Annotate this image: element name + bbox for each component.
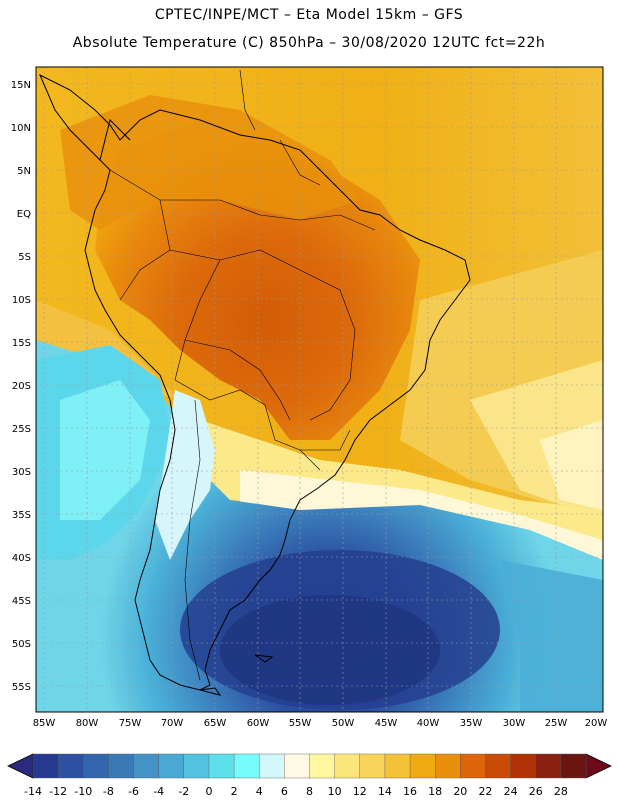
lon-label: 25W (545, 718, 568, 729)
colorbar-label: 14 (378, 785, 392, 798)
colorbar-cell (183, 753, 210, 779)
lat-label: 55S (12, 682, 31, 693)
lat-label: 25S (12, 424, 31, 435)
colorbar-label: 0 (205, 785, 212, 798)
colorbar-cell (309, 753, 336, 779)
lon-label: 55W (289, 718, 312, 729)
country-borders (109, 69, 376, 681)
lon-label: 70W (161, 718, 184, 729)
colorbar-label: -6 (128, 785, 139, 798)
colorbar-label: 8 (306, 785, 313, 798)
colorbar-label: 4 (256, 785, 263, 798)
lon-label: 75W (119, 718, 142, 729)
colorbar-cell (535, 753, 562, 779)
colorbar-cell (359, 753, 386, 779)
colorbar-label: 22 (478, 785, 492, 798)
colorbar-cell (384, 753, 411, 779)
lat-label: 40S (12, 553, 31, 564)
plot-frame (35, 66, 604, 713)
lat-label: 10N (11, 123, 31, 134)
colorbar-cell (133, 753, 160, 779)
lat-label: 30S (12, 467, 31, 478)
colorbar-over-arrow (585, 753, 612, 779)
lat-label: 50S (12, 639, 31, 650)
colorbar-label: -2 (178, 785, 189, 798)
colorbar-label: -10 (74, 785, 92, 798)
colorbar-cell (434, 753, 461, 779)
colorbar-cell (485, 753, 512, 779)
colorbar-label: 20 (453, 785, 467, 798)
colorbar-cell (560, 753, 587, 779)
colorbar-cell (284, 753, 310, 779)
latitude-labels: 15N 10N 5N EQ 5S 10S 15S 20S 25S 30S 35S… (11, 80, 31, 693)
colorbar-label: 28 (554, 785, 568, 798)
colorbar-cell (334, 753, 361, 779)
colorbar-label: 26 (529, 785, 543, 798)
colorbar-label: -12 (49, 785, 67, 798)
lon-label: 50W (332, 718, 355, 729)
colorbar-under-arrow (7, 753, 34, 779)
longitude-labels: 85W 80W 75W 70W 65W 60W 55W 50W 45W 40W … (33, 718, 608, 729)
lat-label: 10S (12, 295, 31, 306)
colorbar-label: -4 (153, 785, 164, 798)
colorbar-label: 2 (231, 785, 238, 798)
colorbar-cell (83, 753, 109, 779)
colorbar: -14 -12 -10 -8 -6 -4 -2 0 2 4 6 8 10 12 14 16 18 20 22 24 26… (7, 753, 612, 798)
lat-label: 5S (18, 252, 31, 263)
colorbar-cell (460, 753, 486, 779)
colorbar-label: 10 (328, 785, 342, 798)
lat-label: 35S (12, 510, 31, 521)
lon-label: 20W (585, 718, 608, 729)
colorbar-label: 12 (353, 785, 367, 798)
lat-label: EQ (17, 209, 31, 220)
colorbar-cell (108, 753, 135, 779)
map-title-line1: CPTEC/INPE/MCT – Eta Model 15km – GFS (154, 7, 464, 23)
lat-label: 15N (11, 80, 31, 91)
coastlines (39, 73, 471, 696)
colorbar-label: 6 (281, 785, 288, 798)
lon-label: 40W (417, 718, 440, 729)
colorbar-label: 18 (428, 785, 442, 798)
lon-label: 60W (247, 718, 270, 729)
lat-label: 45S (12, 596, 31, 607)
colorbar-label: 16 (403, 785, 417, 798)
lon-label: 80W (76, 718, 99, 729)
colorbar-label: -14 (24, 785, 42, 798)
lat-label: 15S (12, 338, 31, 349)
lon-label: 85W (33, 718, 56, 729)
lat-label: 20S (12, 381, 31, 392)
lon-label: 35W (460, 718, 483, 729)
lon-label: 30W (503, 718, 526, 729)
lon-label: 65W (204, 718, 227, 729)
temperature-field (36, 67, 603, 712)
lat-label: 5N (17, 166, 31, 177)
colorbar-cell (32, 753, 59, 779)
colorbar-label: 24 (504, 785, 518, 798)
colorbar-cell (57, 753, 84, 779)
colorbar-cell (208, 753, 235, 779)
colorbar-cell (510, 753, 537, 779)
colorbar-cell (158, 753, 185, 779)
colorbar-cell (233, 753, 260, 779)
colorbar-cell (259, 753, 285, 779)
colorbar-cell (409, 753, 436, 779)
map-title-line2: Absolute Temperature (C) 850hPa – 30/08/… (72, 35, 546, 51)
lon-label: 45W (375, 718, 398, 729)
colorbar-label: -8 (103, 785, 114, 798)
